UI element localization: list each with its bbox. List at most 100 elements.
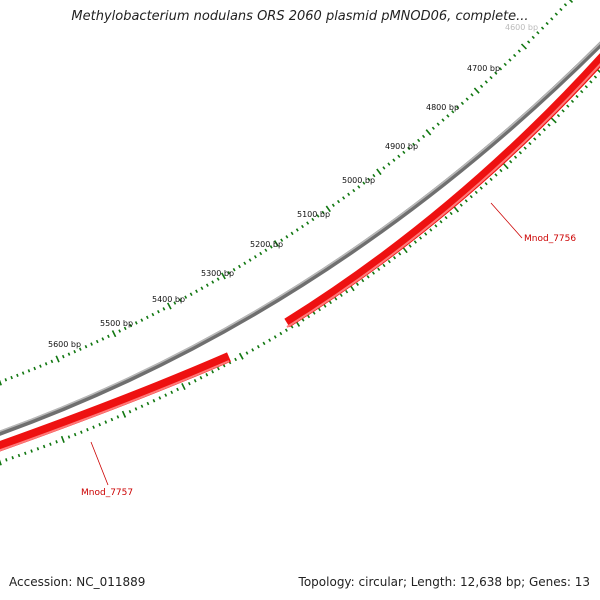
gene-label-leader-7756 — [490, 202, 523, 239]
ruler-label-4700: 4700 bp — [467, 64, 500, 73]
inner-ruler-tick — [339, 293, 343, 297]
inner-ruler-tick — [593, 75, 598, 79]
outer-ruler-tick — [436, 122, 440, 126]
inner-ruler-tick — [134, 407, 138, 411]
inner-ruler-tick — [24, 451, 27, 455]
inner-ruler-tick — [301, 318, 305, 322]
outer-ruler-tick — [372, 173, 376, 178]
gene-mnod-7757[interactable] — [0, 352, 231, 452]
outer-ruler-tick — [417, 138, 421, 143]
outer-ruler-tick — [61, 354, 65, 359]
outer-ruler-tick — [78, 347, 82, 351]
outer-ruler-tick — [484, 80, 488, 84]
gene-mnod-7756[interactable] — [284, 53, 600, 328]
inner-ruler-tick — [371, 271, 375, 275]
inner-ruler-tick — [193, 379, 197, 383]
inner-ruler-tick — [453, 206, 460, 213]
outer-ruler-tick — [347, 192, 351, 196]
gene-label-7757[interactable]: Mnod_7757 — [81, 488, 133, 498]
outer-ruler-tick — [352, 188, 356, 193]
outer-ruler-tick — [290, 231, 294, 236]
outer-ruler-tick — [200, 286, 204, 290]
ruler-label-5200: 5200 bp — [250, 240, 283, 249]
inner-ruler-tick — [528, 141, 532, 146]
inner-ruler-tick — [60, 435, 65, 443]
ruler-label-5600: 5600 bp — [48, 340, 81, 349]
outer-ruler-tick — [205, 283, 209, 287]
outer-ruler-tick — [376, 168, 382, 176]
inner-ruler-tick — [518, 151, 522, 155]
inner-ruler-tick — [444, 215, 448, 220]
outer-ruler-tick — [253, 255, 257, 259]
inner-ruler-tick — [199, 376, 203, 380]
outer-ruler-tick — [455, 105, 460, 110]
inner-ruler-tick — [513, 155, 518, 159]
outer-ruler-tick — [27, 369, 31, 373]
outer-ruler-tick — [531, 35, 535, 39]
inner-ruler-tick — [387, 259, 391, 264]
outer-ruler-tick — [397, 154, 401, 158]
outer-ruler-tick — [407, 146, 411, 151]
inner-ruler-tick — [398, 252, 402, 256]
outer-ruler-tick — [118, 329, 122, 333]
outer-ruler-tick — [321, 210, 325, 215]
outer-ruler-tick — [156, 310, 160, 314]
outer-ruler-tick — [301, 224, 304, 229]
inner-ruler-tick — [86, 428, 89, 432]
outer-ruler-tick — [451, 110, 455, 114]
outer-ruler-tick — [90, 342, 93, 346]
inner-ruler-tick — [429, 228, 433, 232]
gene-label-7756[interactable]: Mnod_7756 — [524, 234, 576, 244]
outer-ruler-tick — [211, 280, 215, 284]
inner-ruler-tick — [176, 387, 180, 392]
inner-ruler-tick — [459, 203, 463, 207]
inner-ruler-tick — [238, 352, 244, 360]
outer-ruler-tick — [325, 205, 331, 213]
outer-ruler-tick — [221, 272, 226, 280]
inner-ruler-tick — [469, 194, 473, 199]
inner-ruler-tick — [523, 146, 527, 150]
inner-ruler-tick — [561, 109, 565, 113]
inner-ruler-tick — [152, 399, 156, 403]
outer-ruler-tick — [489, 75, 493, 80]
outer-ruler-ticks — [0, 0, 574, 386]
inner-ruler-tick — [550, 117, 557, 124]
outer-ruler-tick — [173, 301, 177, 305]
inner-ruler-tick — [104, 420, 108, 424]
outer-ruler-tick — [527, 40, 531, 44]
inner-ruler-tick — [382, 263, 386, 268]
outer-ruler-tick — [243, 261, 247, 266]
inner-ruler-tick — [170, 390, 174, 395]
inner-ruler-tick — [67, 435, 71, 439]
outer-ruler-tick — [311, 217, 315, 222]
inner-ruler-tick — [312, 311, 316, 315]
outer-ruler-tick — [195, 289, 198, 293]
outer-ruler-tick — [559, 7, 563, 12]
outer-ruler-tick — [387, 162, 391, 166]
inner-ruler-tick — [216, 367, 220, 371]
inner-ruler-tick — [533, 137, 537, 141]
inner-ruler-tick — [418, 236, 423, 240]
outer-ruler-tick — [441, 118, 445, 122]
inner-ruler-tick — [279, 331, 283, 336]
inner-ruler-tick — [234, 357, 238, 362]
gene-label-leader-7757 — [90, 441, 109, 486]
inner-ruler-tick — [181, 383, 186, 391]
outer-ruler-tick — [460, 101, 465, 106]
outer-ruler-tick — [306, 221, 310, 225]
outer-ruler-tick — [33, 366, 37, 371]
outer-ruler-tick — [536, 31, 540, 35]
inner-ruler-tick — [121, 410, 127, 418]
outer-ruler-tick — [494, 71, 498, 75]
outer-ruler-tick — [508, 58, 512, 62]
inner-ruler-tick — [164, 393, 168, 397]
inner-ruler-tick — [439, 220, 443, 224]
inner-ruler-tick — [542, 128, 546, 132]
outer-ruler-tick — [134, 321, 138, 325]
inner-ruler-tick — [328, 300, 332, 305]
inner-ruler-tick — [11, 456, 14, 460]
outer-ruler-tick — [273, 240, 279, 247]
outer-ruler-tick — [238, 264, 241, 269]
outer-ruler-tick — [367, 177, 371, 182]
inner-ruler-tick — [30, 449, 33, 453]
